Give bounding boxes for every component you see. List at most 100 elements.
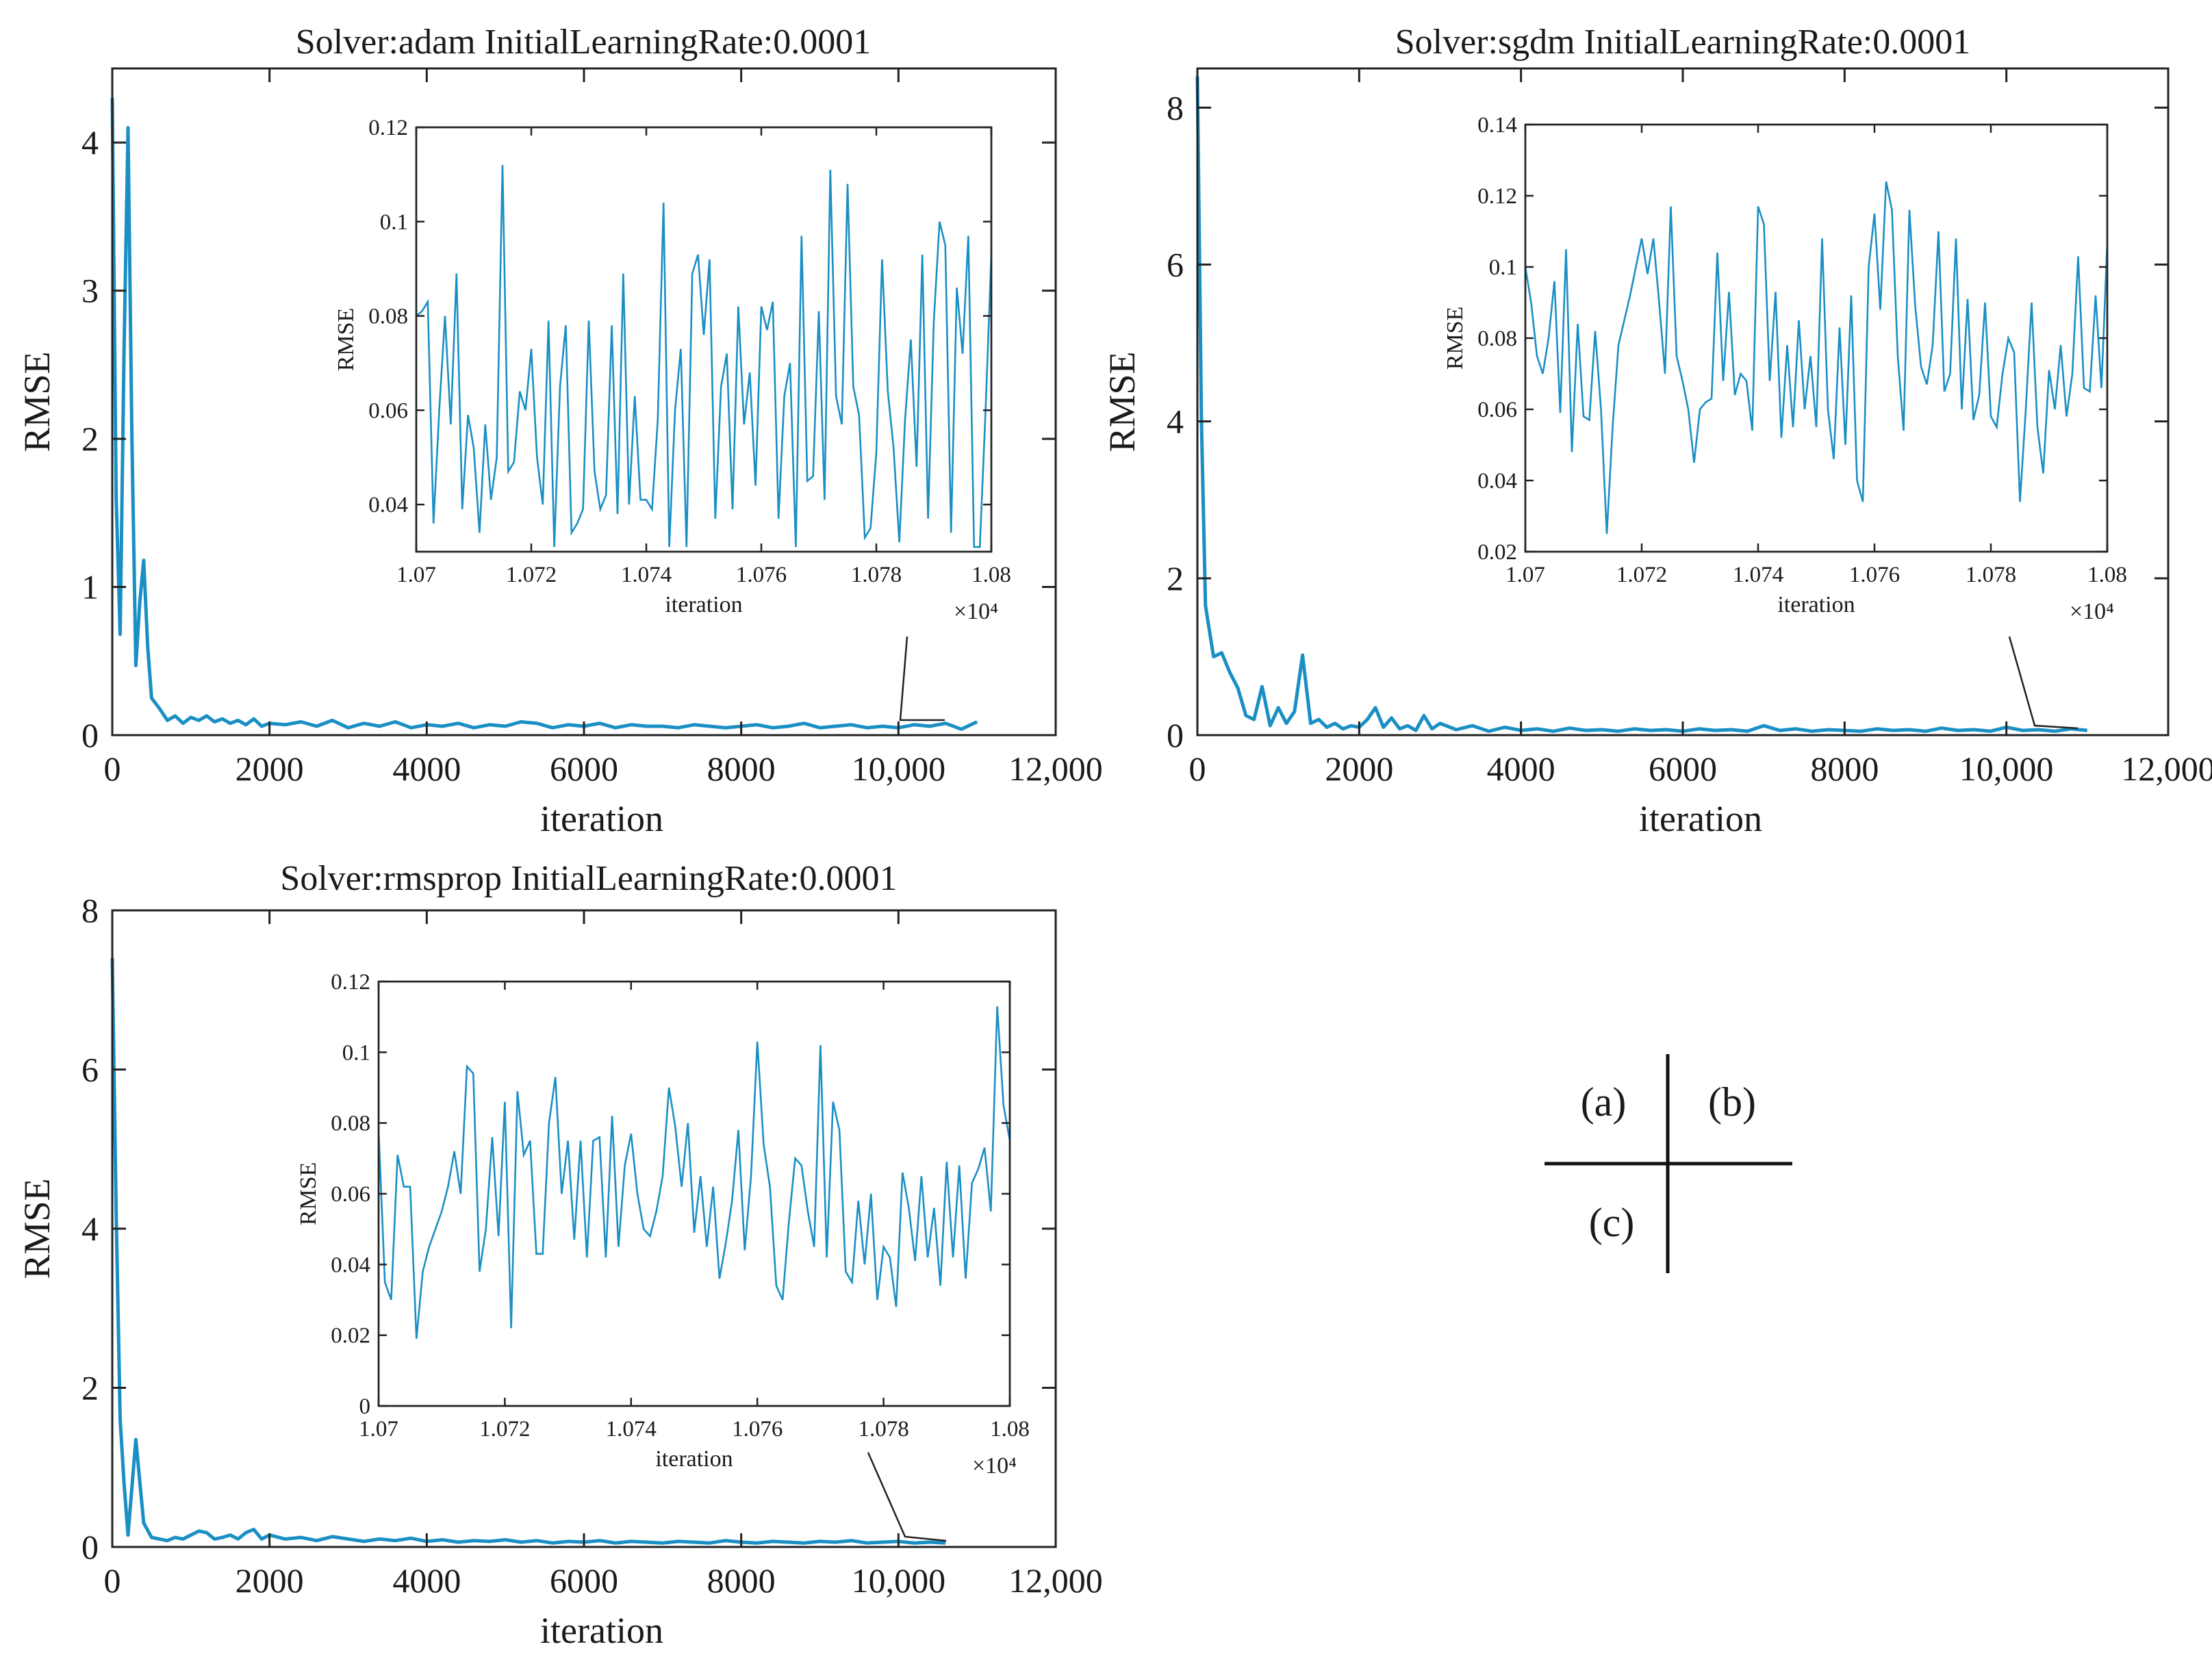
y-tick-label: 8	[1167, 88, 1184, 127]
inset-x-tick-label: 1.078	[1966, 563, 2016, 587]
inset-y-tick-label: 0.06	[368, 398, 408, 423]
inset-rmse-series-line	[1524, 181, 2109, 535]
x-tick-label: 4000	[1487, 750, 1555, 788]
inset-y-axis-label: RMSE	[1442, 307, 1468, 370]
inset-x-tick-label: 1.076	[736, 563, 787, 587]
inset-zoom-plot: 1.07 1.072 1.074 1.076 1.078 1.08 0 0.02 0.04 0.0…	[296, 970, 1030, 1479]
x-tick-label: 10,000	[1959, 750, 2054, 788]
y-tick-label: 2	[1167, 559, 1184, 598]
inset-zoom-plot: 1.07 1.072 1.074 1.076 1.078 1.08 0.02 0.04 0.06…	[1442, 113, 2127, 624]
inset-x-axis-label: iteration	[665, 592, 742, 617]
inset-x-tick-label: 1.078	[858, 1417, 908, 1442]
y-tick-label: 3	[81, 272, 99, 310]
y-axis-label: RMSE	[16, 351, 58, 452]
inset-y-tick-label: 0.12	[331, 970, 370, 995]
x-tick-label: 12,000	[1008, 1561, 1103, 1600]
x-tick-label: 12,000	[1008, 750, 1103, 788]
chart-title: Solver:sgdm InitialLearningRate:0.0001	[1395, 23, 1971, 62]
y-tick-label: 1	[81, 568, 99, 606]
panel-c-rmsprop: Solver:rmsprop InitialLearningRate:0.000…	[16, 859, 1103, 1651]
y-tick-label: 0	[81, 716, 99, 754]
rmse-series-line	[1195, 76, 2088, 733]
panel-a-adam: Solver:adam InitialLearningRate:0.0001 0 2…	[16, 23, 1103, 839]
x-axis-label: iteration	[1639, 798, 1762, 839]
y-tick-label: 0	[1167, 716, 1184, 754]
y-tick-label: 6	[1167, 245, 1184, 283]
inset-y-tick-label: 0.04	[1477, 469, 1517, 494]
inset-y-tick-label: 0.14	[1477, 113, 1517, 138]
inset-y-tick-label: 0.08	[1477, 327, 1517, 351]
x-tick-label: 6000	[1649, 750, 1717, 788]
x-tick-label: 6000	[550, 750, 618, 788]
inset-x-tick-label: 1.08	[2087, 563, 2127, 587]
inset-y-tick-label: 0.08	[368, 305, 408, 329]
y-tick-label: 4	[81, 1209, 99, 1248]
inset-x-tick-label: 1.072	[479, 1417, 530, 1442]
inset-frame-overlay	[415, 126, 993, 553]
inset-x-axis-label: iteration	[655, 1446, 733, 1472]
x-tick-label: 12,000	[2121, 750, 2212, 788]
inset-zoom-plot: 1.07 1.072 1.074 1.076 1.078 1.08 0.04 0.06 0.08…	[333, 116, 1011, 624]
inset-x-tick-label: 1.07	[359, 1417, 398, 1442]
inset-x-tick-label: 1.074	[606, 1417, 657, 1442]
inset-x-axis-label: iteration	[1777, 592, 1855, 617]
y-tick-label: 8	[81, 891, 99, 930]
inset-y-tick-label: 0.1	[1489, 255, 1517, 280]
x-tick-label: 0	[104, 1561, 121, 1600]
x-tick-label: 8000	[707, 750, 776, 788]
inset-x-tick-label: 1.07	[396, 563, 436, 587]
inset-y-tick-label: 0.02	[331, 1324, 370, 1348]
inset-x-tick-label: 1.074	[1733, 563, 1783, 587]
y-tick-label: 2	[81, 420, 99, 458]
zoom-leader-line	[899, 636, 945, 721]
inset-y-axis-label: RMSE	[333, 308, 359, 372]
inset-x-multiplier: ×10⁴	[972, 1453, 1017, 1479]
x-tick-label: 10,000	[852, 750, 946, 788]
x-tick-label: 4000	[392, 750, 461, 788]
inset-x-tick-label: 1.08	[971, 563, 1011, 587]
inset-y-tick-label: 0.1	[342, 1040, 370, 1065]
inset-y-tick-label: 0	[359, 1394, 371, 1419]
chart-title: Solver:rmsprop InitialLearningRate:0.000…	[280, 859, 897, 898]
x-tick-label: 4000	[392, 1561, 461, 1600]
y-tick-label: 4	[81, 123, 99, 162]
inset-x-multiplier: ×10⁴	[2070, 599, 2114, 624]
x-tick-label: 8000	[1810, 750, 1879, 788]
inset-y-tick-label: 0.12	[368, 116, 408, 140]
inset-y-tick-label: 0.02	[1477, 540, 1517, 565]
x-tick-label: 10,000	[852, 1561, 946, 1600]
y-tick-label: 2	[81, 1369, 99, 1407]
inset-rmse-series-line	[416, 165, 993, 548]
zoom-leader-line	[867, 1452, 947, 1542]
inset-x-tick-label: 1.072	[506, 563, 557, 587]
inset-frame	[1524, 123, 2109, 553]
inset-x-tick-label: 1.076	[1849, 563, 1900, 587]
inset-x-tick-label: 1.078	[851, 563, 902, 587]
inset-y-tick-label: 0.12	[1477, 184, 1517, 209]
panel-legend-key: (a) (b) (c)	[1544, 1054, 1792, 1273]
legend-key-b: (b)	[1708, 1079, 1756, 1125]
x-tick-label: 6000	[550, 1561, 618, 1600]
inset-frame	[377, 980, 1011, 1407]
rmse-series-line	[110, 958, 946, 1545]
y-axis-label: RMSE	[16, 1178, 58, 1279]
zoom-leader-line	[2008, 636, 2078, 730]
chart-title: Solver:adam InitialLearningRate:0.0001	[296, 23, 871, 62]
x-axis-label: iteration	[540, 798, 663, 839]
inset-y-tick-label: 0.04	[368, 493, 408, 517]
inset-rmse-series-line	[377, 1006, 1011, 1339]
x-tick-label: 8000	[707, 1561, 776, 1600]
legend-key-c: (c)	[1589, 1200, 1635, 1245]
inset-y-tick-label: 0.04	[331, 1253, 370, 1277]
inset-x-tick-label: 1.076	[732, 1417, 783, 1442]
x-tick-label: 0	[104, 750, 121, 788]
inset-y-axis-label: RMSE	[296, 1162, 321, 1226]
inset-y-tick-label: 0.1	[380, 210, 408, 235]
inset-x-tick-label: 1.07	[1505, 563, 1545, 587]
x-tick-label: 2000	[236, 750, 304, 788]
inset-y-tick-label: 0.08	[331, 1112, 370, 1136]
y-tick-label: 0	[81, 1528, 99, 1566]
y-axis-label: RMSE	[1102, 351, 1143, 452]
y-tick-label: 4	[1167, 402, 1184, 441]
